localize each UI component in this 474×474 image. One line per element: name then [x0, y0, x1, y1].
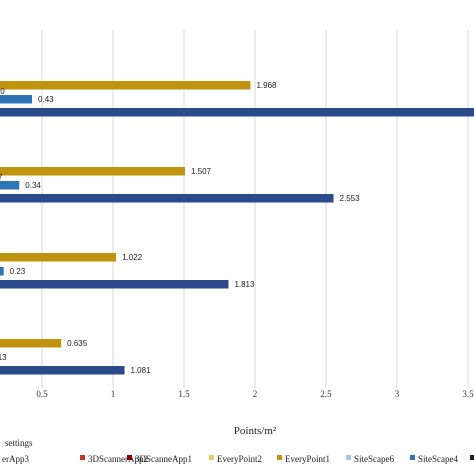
legend-item-label: 3DScanneApp1 [135, 454, 192, 464]
data-label: .13 [0, 353, 7, 362]
x-tick-label: 3.5 [462, 389, 474, 399]
bar-everypoint1 [0, 339, 62, 348]
legend-item-label: EveryPoint1 [285, 454, 330, 464]
bar-sitescape1 [0, 280, 229, 289]
legend-swatch [209, 455, 214, 460]
legend-item-label: EveryPoint2 [217, 454, 262, 464]
data-label: 1.081 [131, 366, 152, 375]
clipped-data-label: .0 [0, 87, 5, 96]
bar-sitescape1 [0, 194, 334, 203]
x-tick-label: 1 [111, 389, 116, 399]
legend-swatch [277, 455, 282, 460]
bar-sitescape1 [0, 366, 125, 375]
bar-everypoint1 [0, 167, 185, 176]
x-tick-label: 0.5 [36, 389, 48, 399]
legend-item-label: erApp3 [2, 454, 29, 464]
data-label: 2.553 [340, 194, 361, 203]
legend-item-label: SiteScape4 [418, 454, 458, 464]
clipped-data-label: 7 [0, 173, 3, 182]
legend-item-label: 3DScannerApp2 [88, 454, 148, 464]
x-tick-label: 1.5 [178, 389, 190, 399]
legend-item-label: SiteScape6 [354, 454, 394, 464]
x-tick-labels: 0.5 1 1.5 2 2.5 3 3.5 [36, 389, 474, 399]
bar-sitescape1 [0, 108, 474, 117]
bar-sitescape4 [0, 267, 4, 276]
bars [0, 81, 474, 375]
legend-swatch [410, 455, 415, 460]
legend-title: settings [5, 438, 33, 448]
legend-swatch [80, 455, 85, 460]
data-label: 0.43 [38, 95, 54, 104]
bar-sitescape4 [0, 95, 33, 104]
data-label: 0.34 [25, 181, 41, 190]
data-label: 1.813 [234, 280, 255, 289]
legend-swatch [470, 455, 474, 460]
data-label: 1.507 [191, 167, 212, 176]
x-tick-label: 2.5 [320, 389, 332, 399]
x-tick-label: 3 [395, 389, 400, 399]
bar-everypoint1 [0, 81, 251, 90]
data-labels: :.01.9680.43:71.5070.342.553:1.0220.231.… [0, 81, 361, 375]
bar-sitescape4 [0, 181, 20, 190]
x-axis-label: Points/m² [234, 425, 277, 437]
data-label: 0.23 [10, 267, 26, 276]
data-label: 0.635 [67, 339, 88, 348]
data-label: 1.022 [122, 253, 143, 262]
legend-swatch [127, 455, 132, 460]
x-tick-label: 2 [253, 389, 258, 399]
gridlines [41, 30, 469, 388]
data-label: 1.968 [256, 81, 277, 90]
legend-swatch [346, 455, 351, 460]
bar-everypoint1 [0, 253, 117, 262]
